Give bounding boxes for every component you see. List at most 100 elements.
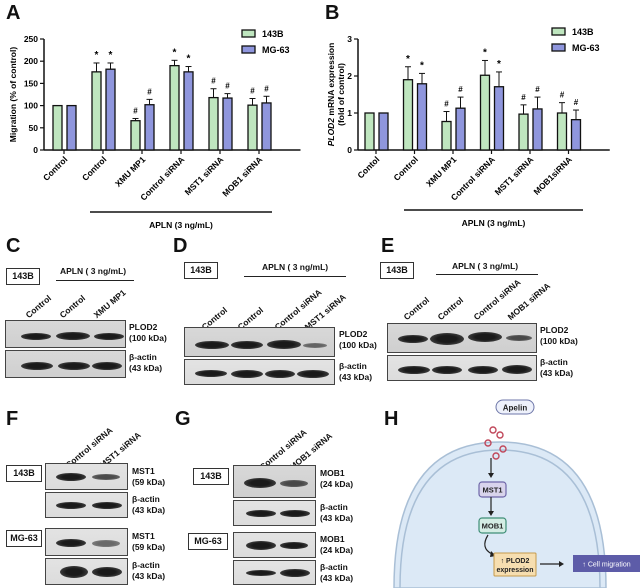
legend-swatch [241, 45, 256, 54]
x-tick-label: Contol [355, 154, 381, 180]
apelin-label: Apelin [503, 404, 528, 413]
group-label: APLN (3 ng/mL) [149, 220, 213, 230]
legend-label: MG-63 [572, 43, 600, 53]
y-tick-label: 2 [347, 71, 352, 81]
bar [52, 104, 63, 151]
protein-label: PLOD2 (100 kDa) [339, 329, 377, 350]
arrow-icon [484, 534, 493, 555]
panel-c-letter: C [6, 235, 21, 257]
lane-label: XMU MP1 [91, 287, 128, 320]
legend-swatch [551, 27, 566, 36]
protein-label: MST1 (59 kDa) [132, 466, 166, 487]
treatment-line [436, 274, 538, 276]
blot-plod2 [387, 323, 537, 353]
significance-mark: * [187, 54, 191, 65]
bar [66, 104, 77, 151]
bar [169, 64, 180, 151]
significance-mark: * [109, 50, 113, 61]
treatment-label: APLN ( 3 ng/mL) [262, 262, 329, 272]
panel-g-letter: G [175, 408, 191, 430]
blot-plod2 [5, 320, 126, 348]
lane-label: Control [23, 292, 54, 320]
mst1-node: MST1 [482, 486, 502, 495]
bar [518, 113, 529, 151]
blot-mob1 [233, 532, 316, 558]
chart-a: 0 50 100 150 200 250 Migration (% of control) C… [8, 29, 301, 230]
protein-label: β-actin (43 kDa) [132, 494, 166, 515]
significance-mark: # [560, 91, 565, 100]
protein-label: β-actin (43 kDa) [320, 562, 354, 583]
bar [91, 71, 102, 151]
cell-line-box: 143B [380, 262, 414, 279]
bar [208, 96, 219, 151]
bar [364, 112, 375, 151]
bar [570, 119, 582, 151]
significance-mark: # [574, 98, 579, 107]
lane-label: Control [435, 294, 466, 322]
x-tick-label: MOB1 siRNA [220, 154, 264, 198]
cell-line-box: 143B [6, 268, 40, 285]
blot-mst1 [45, 528, 128, 556]
treatment-label: APLN ( 3 ng/mL) [452, 261, 519, 271]
treatment-line [56, 280, 134, 282]
bar [532, 108, 543, 151]
x-tick-label: Control [41, 154, 69, 182]
cell-migration-node: ↑ Cell migration [582, 562, 630, 569]
blot-actin [233, 500, 316, 526]
mob1-node: MOB1 [482, 522, 504, 531]
protein-label: β-actin (43 kDa) [129, 352, 163, 373]
x-tick-label: XMU MP1 [424, 154, 459, 189]
bar [402, 79, 414, 151]
legend-label: 143B [572, 27, 594, 37]
y-tick-label: 1 [347, 108, 352, 118]
significance-mark: # [444, 100, 449, 109]
y-axis-label: PLOD2 mRNA expression(fold of control) [326, 43, 346, 147]
protein-label: β-actin (43 kDa) [540, 357, 574, 378]
treatment-label: APLN ( 3 ng/mL) [60, 266, 127, 276]
blot-plod2 [184, 327, 335, 357]
bar [479, 74, 491, 151]
significance-mark: # [225, 82, 230, 91]
panel-h-letter: H [384, 408, 399, 430]
cell-line-box: 143B [184, 262, 218, 279]
bar [183, 71, 194, 151]
blot-mst1 [45, 463, 128, 490]
cell-line-box: MG-63 [6, 530, 42, 547]
significance-mark: # [147, 87, 152, 96]
panel-d-letter: D [173, 235, 188, 257]
legend-label: MG-63 [262, 45, 290, 55]
cell-line-box: 143B [6, 465, 42, 482]
bar [493, 86, 505, 151]
protein-label: MOB1 (24 kDa) [320, 468, 354, 489]
legend-swatch [241, 29, 256, 38]
significance-mark: * [483, 47, 487, 58]
bar [378, 112, 389, 151]
cell-line-box: 143B [193, 468, 229, 485]
x-tick-label: Control [391, 154, 419, 182]
cell-line-box: MG-63 [188, 533, 228, 550]
y-tick-label: 3 [347, 34, 352, 44]
protein-label: β-actin (43 kDa) [132, 560, 166, 581]
bar [261, 102, 272, 151]
x-tick-label: MOB1siRNA [531, 154, 573, 196]
significance-mark: # [521, 93, 526, 102]
protein-label: MST1 (59 kDa) [132, 531, 166, 552]
panel-b-letter: B [325, 2, 340, 24]
significance-mark: * [173, 47, 177, 58]
bar [222, 97, 233, 151]
protein-label: β-actin (43 kDa) [320, 502, 354, 523]
svg-text:expression: expression [497, 567, 534, 574]
protein-label: MOB1 (24 kDa) [320, 534, 354, 555]
x-tick-label: XMU MP1 [113, 154, 148, 189]
bar [247, 104, 258, 151]
bar [105, 68, 116, 151]
blot-actin [184, 359, 335, 385]
x-tick-label: MST1 siRNA [493, 154, 536, 197]
blot-actin [233, 560, 316, 585]
legend-swatch [551, 43, 566, 52]
significance-mark: * [420, 60, 424, 71]
blot-actin [45, 492, 128, 518]
bar [455, 107, 466, 151]
protein-label: PLOD2 (100 kDa) [129, 322, 167, 343]
